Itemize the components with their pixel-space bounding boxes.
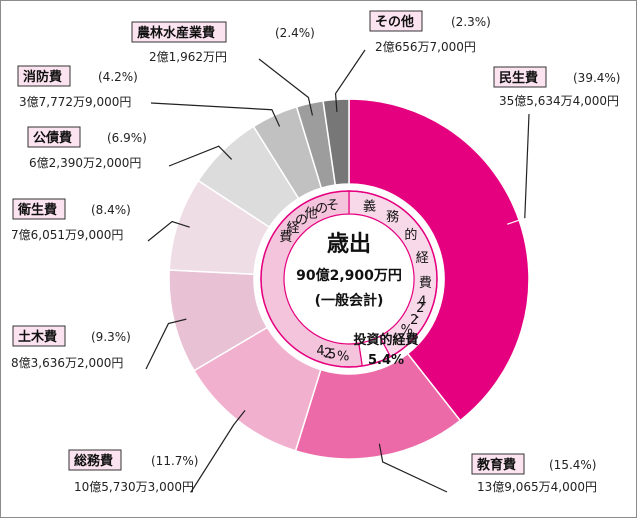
slice-name-1: 民生費 xyxy=(499,70,538,86)
slice-amount-2: 13億9,065万4,000円 xyxy=(477,480,597,494)
label-box-4 xyxy=(12,325,66,347)
leader-line-8 xyxy=(258,58,314,116)
inner-label-2: 投資的経費 xyxy=(353,332,418,348)
slice-percent-1: (39.4%) xyxy=(573,71,620,85)
inner-pct-2: 5.4% xyxy=(368,353,404,368)
leader-line-3 xyxy=(190,410,246,493)
label-box-5 xyxy=(12,198,66,220)
center-subtitle: (一般会計) xyxy=(315,292,384,309)
label-box-2 xyxy=(471,453,525,475)
slice-name-4: 土木費 xyxy=(18,329,57,345)
inner-pct-1-char-1: 4 xyxy=(418,295,426,310)
inner-pct-3-char-4: 4 xyxy=(316,344,324,359)
slice-amount-7: 3億7,772万9,000円 xyxy=(19,95,131,109)
slice-name-9: その他 xyxy=(375,14,414,30)
inner-pctsign-1-char-1: % xyxy=(401,323,413,338)
slice-percent-4: (9.3%) xyxy=(91,330,131,344)
inner-pct-1-char-4: 2 xyxy=(410,313,418,328)
inner-label-1-char-4: 経 xyxy=(416,251,429,266)
slice-amount-5: 7億6,051万9,000円 xyxy=(11,228,123,242)
slice-1 xyxy=(348,98,530,422)
inner-pct-1-char-2: 2 xyxy=(416,301,424,316)
center-labels: 歳出 90億2,900万円 (一般会計) xyxy=(296,232,402,309)
leader-line-2 xyxy=(378,443,448,493)
slice-name-3: 総務費 xyxy=(74,453,113,469)
slice-percent-6: (6.9%) xyxy=(107,131,147,145)
inner-label-1-char-1: 義 xyxy=(363,198,376,214)
inner-pctsign-3-char-1: % xyxy=(337,349,349,364)
slice-name-6: 公債費 xyxy=(33,130,72,146)
slice-amount-8: 2億1,962万円 xyxy=(149,50,227,64)
inner-pct-3-char-3: . xyxy=(322,345,326,360)
inner-label-3-char-1: 費 xyxy=(279,230,292,245)
inner-pct-3-char-1: 5 xyxy=(328,348,336,363)
slice-9 xyxy=(322,98,350,186)
leader-line-4 xyxy=(145,318,187,370)
leader-line-6 xyxy=(168,145,233,167)
leader-line-ext-1 xyxy=(524,113,530,219)
inner-label-1-char-3: 的 xyxy=(404,227,417,243)
inner-pct-1-char-3: . xyxy=(415,307,419,322)
slice-amount-3: 10億5,730万3,000円 xyxy=(74,480,194,494)
inner-ring xyxy=(260,190,438,368)
label-box-9 xyxy=(369,10,423,32)
leader-line-5 xyxy=(147,220,190,242)
slice-percent-3: (11.7%) xyxy=(151,454,198,468)
slice-name-2: 教育費 xyxy=(476,457,516,473)
slice-percent-7: (4.2%) xyxy=(98,70,138,84)
inner-label-3-char-3: の xyxy=(295,213,308,228)
slice-amount-4: 8億3,636万2,000円 xyxy=(11,356,123,370)
slice-amount-9: 2億656万7,000円 xyxy=(375,40,476,54)
slice-name-8: 農林水産業費 xyxy=(137,25,215,41)
inner-label-3-char-6: そ xyxy=(326,198,339,213)
leader-line-7 xyxy=(150,102,281,127)
inner-label-3-char-2: 経 xyxy=(287,221,300,236)
slice-percent-2: (15.4%) xyxy=(549,458,596,472)
leader-line-9 xyxy=(334,49,366,112)
leader-lines xyxy=(145,49,530,493)
inner-label-1-char-5: 費 xyxy=(419,276,432,291)
slice-name-5: 衛生費 xyxy=(17,202,57,218)
inner-ring-outline xyxy=(260,190,438,368)
center-title: 歳出 xyxy=(327,232,371,257)
slice-amount-1: 35億5,634万4,000円 xyxy=(499,94,619,108)
slice-percent-8: (2.4%) xyxy=(275,26,315,40)
label-box-1 xyxy=(493,66,547,88)
label-box-7 xyxy=(17,65,71,87)
label-box-8 xyxy=(131,21,227,43)
label-box-3 xyxy=(68,449,122,471)
outer-slices xyxy=(168,98,530,460)
label-box-6 xyxy=(27,126,81,148)
center-total: 90億2,900万円 xyxy=(296,267,402,284)
slice-percent-5: (8.4%) xyxy=(91,203,131,217)
inner-label-1-char-2: 務 xyxy=(386,210,399,225)
slice-percent-9: (2.3%) xyxy=(451,15,491,29)
inner-pct-3-char-2: 2 xyxy=(324,347,332,362)
slice-name-7: 消防費 xyxy=(23,69,62,85)
inner-label-3-char-4: 他 xyxy=(305,207,318,222)
center-hole xyxy=(287,217,411,341)
inner-label-3-char-5: の xyxy=(315,202,328,217)
slice-amount-6: 6億2,390万2,000円 xyxy=(29,156,141,170)
